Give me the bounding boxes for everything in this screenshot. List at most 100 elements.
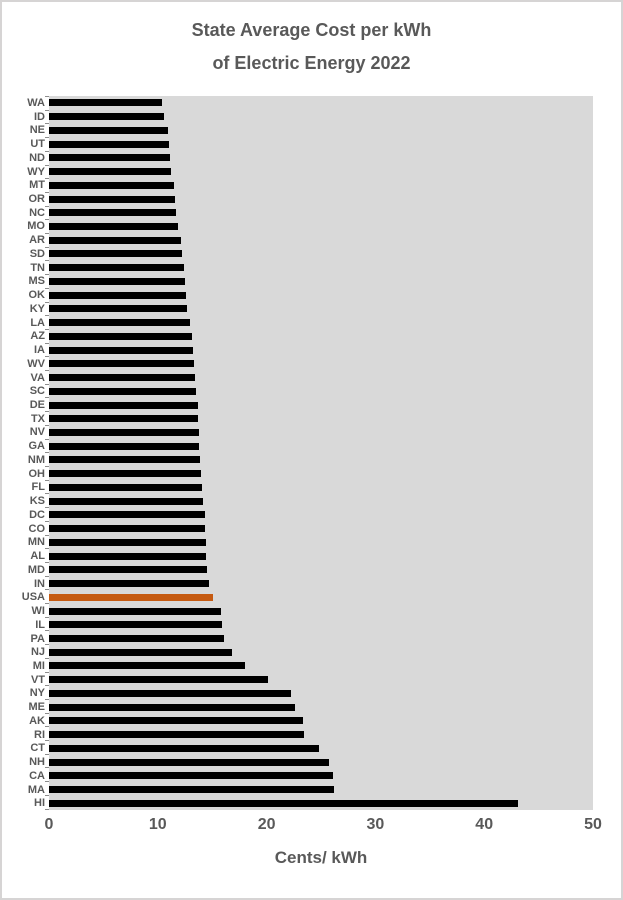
- bar-row-nh: [49, 755, 593, 769]
- bar-or: [49, 195, 176, 203]
- bar-row-pa: [49, 632, 593, 646]
- bar-oh: [49, 470, 202, 478]
- bar-row-ar: [49, 233, 593, 247]
- category-axis-tick: [45, 644, 49, 646]
- bar-row-ny: [49, 687, 593, 701]
- category-label-ak: AK: [29, 714, 45, 727]
- bar-ky: [49, 305, 188, 313]
- category-axis-tick: [45, 137, 49, 139]
- bar-row-me: [49, 700, 593, 714]
- bar-vt: [49, 676, 268, 684]
- category-axis-tick: [45, 589, 49, 591]
- bar-ok: [49, 291, 187, 299]
- bar-md: [49, 566, 207, 574]
- category-axis-tick: [45, 370, 49, 372]
- category-axis-tick: [45, 328, 49, 330]
- category-axis-tick: [45, 603, 49, 605]
- bar-row-ia: [49, 343, 593, 357]
- bar-nm: [49, 456, 201, 464]
- category-label-fl: FL: [31, 481, 45, 494]
- category-label-ks: KS: [29, 495, 45, 508]
- category-label-tn: TN: [30, 261, 45, 274]
- category-label-al: AL: [30, 550, 45, 563]
- category-axis-tick: [45, 342, 49, 344]
- bar-tx: [49, 415, 199, 423]
- bar-dc: [49, 511, 205, 519]
- category-axis-tick: [45, 150, 49, 152]
- category-axis-tick: [45, 452, 49, 454]
- bar-mn: [49, 538, 206, 546]
- bar-sd: [49, 250, 182, 258]
- bar-row-mn: [49, 536, 593, 550]
- category-label-wa: WA: [27, 96, 45, 109]
- category-label-de: DE: [29, 399, 45, 412]
- category-axis-tick: [45, 164, 49, 166]
- category-axis-tick: [45, 438, 49, 440]
- bar-row-or: [49, 192, 593, 206]
- category-label-ct: CT: [30, 742, 45, 755]
- category-axis-tick: [45, 397, 49, 399]
- x-tick-40: 40: [475, 816, 494, 833]
- bar-nd: [49, 154, 170, 162]
- category-labels: WA ID NE UT ND WY MT OR NC MO AR SD TN MS OK KY LA AZ IA WV…: [0, 96, 45, 810]
- category-axis-tick: [45, 246, 49, 248]
- bar-row-az: [49, 329, 593, 343]
- bar-row-nc: [49, 206, 593, 220]
- bar-row-wi: [49, 604, 593, 618]
- x-tick-0: 0: [44, 816, 54, 833]
- category-axis-tick: [45, 630, 49, 632]
- category-axis-tick: [45, 493, 49, 495]
- bar-nc: [49, 209, 177, 217]
- bar-la: [49, 319, 191, 327]
- category-label-pa: PA: [30, 632, 45, 645]
- category-label-tx: TX: [30, 412, 45, 425]
- category-axis-tick: [45, 657, 49, 659]
- category-label-mo: MO: [27, 220, 45, 233]
- bar-row-ga: [49, 439, 593, 453]
- category-label-ut: UT: [30, 138, 45, 151]
- bar-ak: [49, 717, 303, 725]
- category-label-mt: MT: [29, 179, 45, 192]
- category-label-wi: WI: [31, 605, 45, 618]
- bar-id: [49, 113, 165, 121]
- category-label-ky: KY: [29, 302, 45, 315]
- category-label-nm: NM: [27, 453, 45, 466]
- category-axis-tick: [45, 808, 49, 810]
- bar-il: [49, 621, 222, 629]
- bar-fl: [49, 483, 203, 491]
- bar-row-nj: [49, 645, 593, 659]
- bar-row-ut: [49, 137, 593, 151]
- bar-ga: [49, 442, 200, 450]
- category-axis-tick: [45, 671, 49, 673]
- bar-mt: [49, 181, 175, 189]
- category-axis-tick: [45, 123, 49, 125]
- category-axis-tick: [45, 356, 49, 358]
- category-label-wv: WV: [27, 357, 45, 370]
- chart-title: State Average Cost per kWh of Electric E…: [0, 14, 623, 80]
- bar-row-ky: [49, 302, 593, 316]
- category-axis-tick: [45, 507, 49, 509]
- bar-pa: [49, 635, 225, 642]
- category-axis-tick: [45, 479, 49, 481]
- category-axis-tick: [45, 548, 49, 550]
- category-label-il: IL: [35, 618, 45, 631]
- bar-in: [49, 580, 209, 588]
- bar-row-sd: [49, 247, 593, 261]
- category-axis-tick: [45, 287, 49, 289]
- bar-row-nv: [49, 426, 593, 440]
- bar-row-la: [49, 316, 593, 330]
- category-label-mn: MN: [27, 536, 45, 549]
- category-axis-tick: [45, 575, 49, 577]
- bar-row-co: [49, 522, 593, 536]
- chart-title-line2: of Electric Energy 2022: [212, 53, 411, 73]
- category-label-vt: VT: [30, 673, 45, 686]
- bar-hi: [49, 799, 518, 807]
- bar-row-de: [49, 398, 593, 412]
- category-axis-tick: [45, 383, 49, 385]
- bar-row-ok: [49, 288, 593, 302]
- bar-row-mt: [49, 178, 593, 192]
- bar-row-ri: [49, 728, 593, 742]
- bar-rows: [49, 96, 593, 810]
- bar-ct: [49, 744, 319, 752]
- category-label-ar: AR: [29, 234, 45, 247]
